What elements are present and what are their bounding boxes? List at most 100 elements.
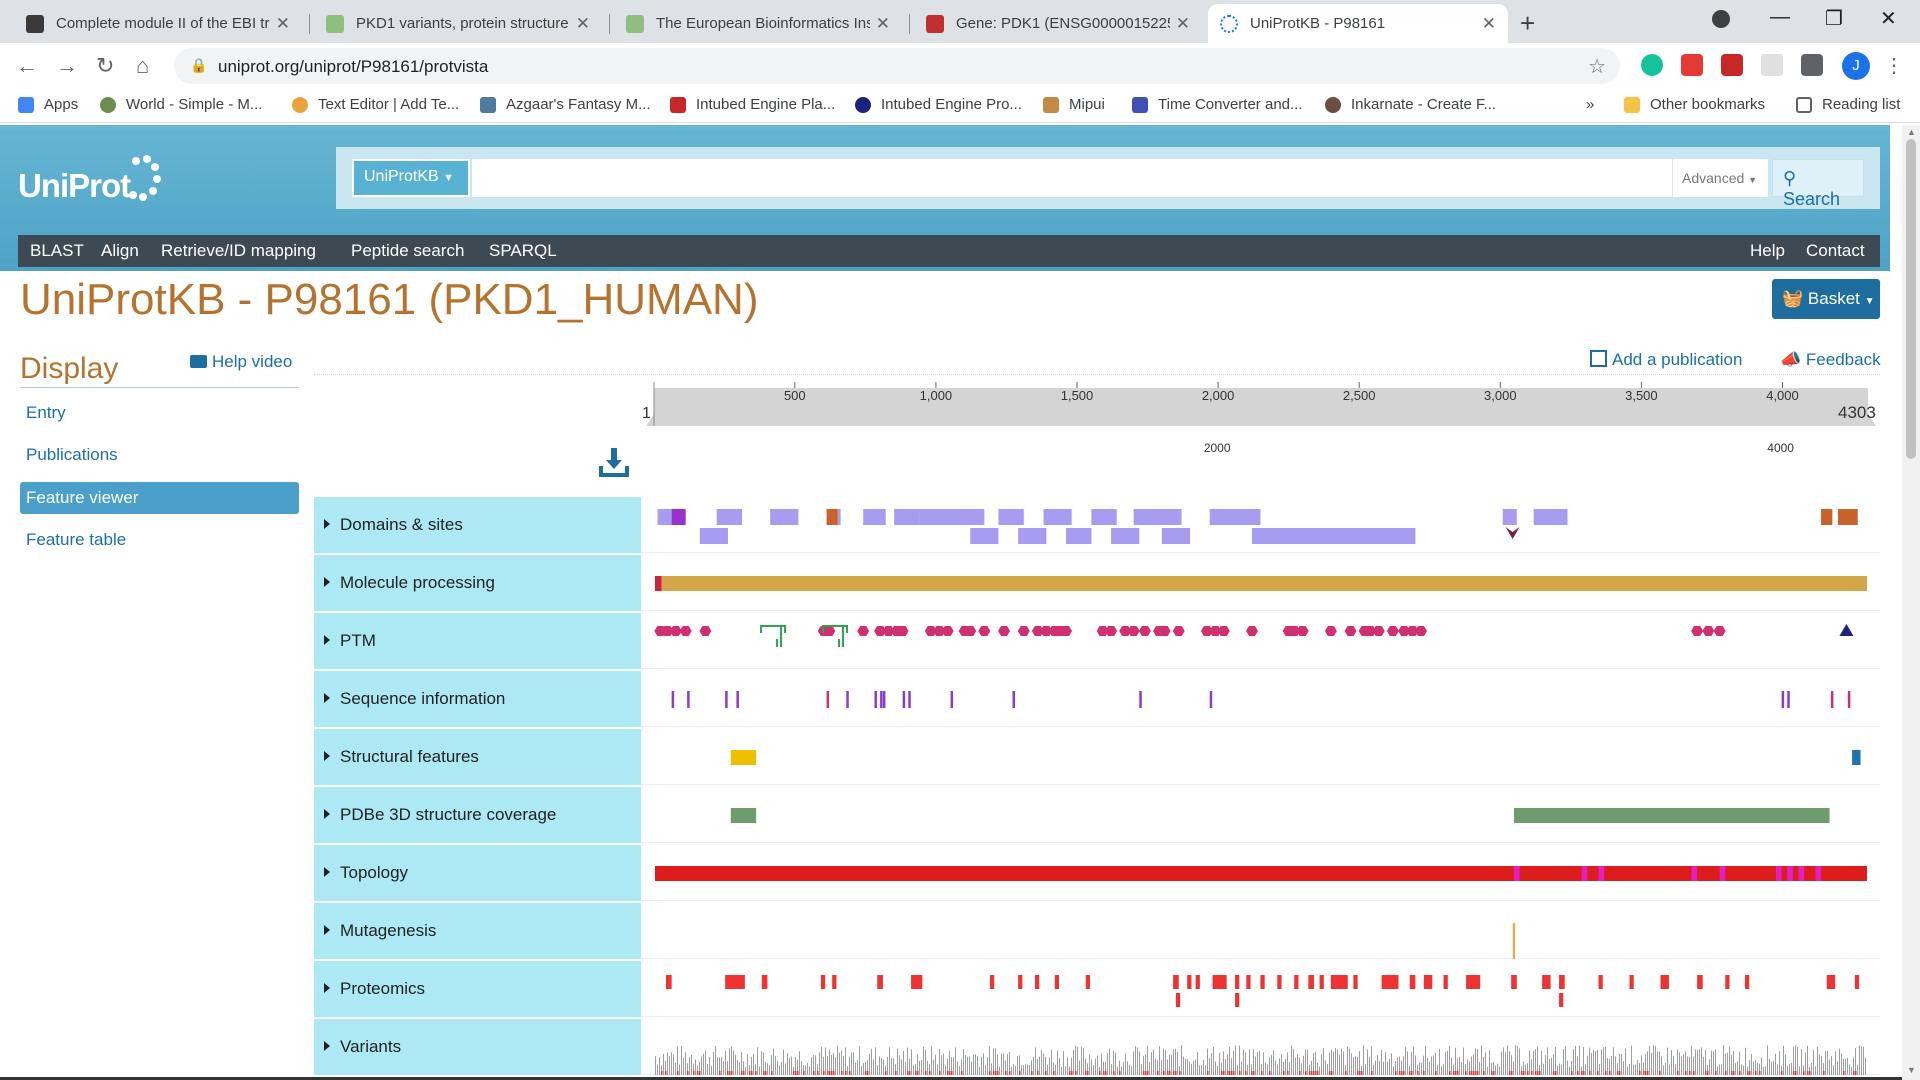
adblock-icon[interactable]: [1681, 54, 1703, 76]
feature-seqinfo[interactable]: [882, 691, 886, 708]
feature-molecule[interactable]: [655, 576, 662, 591]
window-close-icon[interactable]: ✕: [1880, 8, 1897, 30]
feature-proteomics[interactable]: [911, 975, 923, 989]
ptm-site[interactable]: [669, 626, 682, 636]
feature-seqinfo[interactable]: [826, 691, 830, 708]
feature-seqinfo[interactable]: [950, 691, 954, 708]
track-label-domains[interactable]: Domains & sites: [314, 497, 641, 553]
help-video-link[interactable]: Help video: [190, 352, 292, 372]
nav-help[interactable]: Help: [1750, 241, 1785, 260]
ptm-site[interactable]: [933, 626, 946, 636]
track-canvas-structural[interactable]: [643, 729, 1880, 785]
browser-tab-active[interactable]: UniProtKB - P98161 ✕: [1208, 4, 1508, 43]
ptm-site[interactable]: [1344, 626, 1357, 636]
bookmark-item[interactable]: Mipui: [1043, 96, 1105, 113]
transmembrane-region[interactable]: [1798, 866, 1805, 881]
feature-domains[interactable]: [1251, 528, 1416, 544]
ptm-site[interactable]: [1398, 626, 1411, 636]
track-canvas-variants[interactable]: [643, 1019, 1880, 1075]
feature-seqinfo[interactable]: [671, 691, 675, 708]
track-label-structural[interactable]: Structural features: [314, 729, 641, 785]
track-canvas-mutagenesis[interactable]: [643, 903, 1880, 959]
feature-seqinfo[interactable]: [1847, 691, 1851, 708]
feature-seqinfo[interactable]: [908, 691, 911, 708]
feature-proteomics[interactable]: [877, 975, 883, 989]
feature-proteomics[interactable]: [1697, 975, 1703, 989]
ptm-site[interactable]: [1017, 626, 1030, 636]
feature-proteomics[interactable]: [1187, 975, 1192, 989]
sidebar-item-entry[interactable]: Entry: [26, 403, 66, 422]
feature-domains[interactable]: [863, 509, 886, 525]
feature-mutagenesis[interactable]: [1512, 923, 1515, 959]
nav-peptide-search[interactable]: Peptide search: [351, 241, 465, 260]
browser-tab[interactable]: Complete module II of the EBI tra ✕: [14, 4, 302, 43]
maximize-icon[interactable]: ❐: [1825, 8, 1843, 30]
bookmark-item[interactable]: World - Simple - M...: [100, 96, 262, 113]
add-publication-link[interactable]: Add a publication: [1590, 350, 1742, 370]
feature-seqinfo[interactable]: [874, 691, 877, 708]
search-button[interactable]: ⚲ Search: [1772, 159, 1864, 209]
advanced-search-dropdown[interactable]: Advanced ▼: [1672, 159, 1768, 197]
feature-seqinfo[interactable]: [687, 691, 690, 708]
track-label-variants[interactable]: Variants: [314, 1019, 641, 1075]
track-canvas-topology[interactable]: [643, 845, 1880, 901]
feature-seqinfo[interactable]: [1209, 691, 1213, 708]
feature-molecule[interactable]: [661, 576, 1868, 591]
ptm-site[interactable]: [1364, 626, 1377, 636]
feature-proteomics[interactable]: [1466, 975, 1481, 989]
feature-proteomics[interactable]: [1598, 975, 1603, 989]
ptm-site[interactable]: [1691, 626, 1704, 636]
feature-proteomics[interactable]: [1173, 975, 1179, 989]
feature-domains[interactable]: [1821, 509, 1833, 525]
feature-domains[interactable]: [1502, 509, 1517, 525]
feature-domains[interactable]: [671, 509, 686, 525]
transmembrane-region[interactable]: [1815, 866, 1822, 881]
ptm-site[interactable]: [874, 626, 887, 636]
feature-domains[interactable]: [1161, 528, 1191, 544]
feature-proteomics[interactable]: [820, 975, 826, 989]
disulfide-bond[interactable]: [822, 625, 849, 647]
feature-proteomics[interactable]: [1319, 975, 1324, 989]
scroll-down-icon[interactable]: ▼: [1907, 1065, 1916, 1075]
feedback-link[interactable]: 📣 Feedback: [1780, 350, 1881, 370]
feature-proteomics[interactable]: [1294, 975, 1299, 989]
close-icon[interactable]: ✕: [275, 13, 290, 33]
minimize-icon[interactable]: —: [1770, 6, 1790, 28]
bookmark-star-icon[interactable]: ☆: [1588, 56, 1606, 78]
ptm-site[interactable]: [1702, 626, 1715, 636]
track-canvas-domains[interactable]: [643, 497, 1880, 553]
track-canvas-seqinfo[interactable]: [643, 671, 1880, 727]
bookmark-item[interactable]: Intubed Engine Pla...: [670, 96, 835, 113]
nav-contact[interactable]: Contact: [1806, 241, 1865, 260]
feature-proteomics[interactable]: [1559, 993, 1564, 1007]
close-icon[interactable]: ✕: [1481, 13, 1496, 33]
feature-seqinfo[interactable]: [902, 691, 906, 708]
feature-domains[interactable]: [1209, 509, 1261, 525]
nav-retrieve-id-mapping[interactable]: Retrieve/ID mapping: [161, 241, 316, 260]
track-canvas-pdbe[interactable]: [643, 787, 1880, 843]
cross-link-marker[interactable]: [1839, 624, 1854, 636]
ptm-site[interactable]: [1406, 626, 1419, 636]
feature-domains[interactable]: [970, 528, 999, 544]
feature-domains[interactable]: [1133, 509, 1182, 525]
feature-proteomics[interactable]: [1175, 993, 1181, 1007]
ptm-site[interactable]: [924, 626, 937, 636]
feature-domains[interactable]: [894, 509, 920, 525]
bookmarks-overflow[interactable]: »: [1586, 96, 1595, 113]
disulfide-bond[interactable]: [760, 625, 787, 647]
download-icon[interactable]: [598, 446, 630, 478]
ptm-site[interactable]: [857, 626, 870, 636]
grammarly-icon[interactable]: [1641, 54, 1663, 76]
feature-proteomics[interactable]: [1212, 975, 1227, 989]
document-icon[interactable]: [1761, 54, 1783, 76]
feature-structural[interactable]: [1852, 750, 1861, 765]
sidebar-item-feature-table[interactable]: Feature table: [26, 530, 127, 549]
feature-proteomics[interactable]: [1277, 975, 1282, 989]
feature-seqinfo[interactable]: [1139, 691, 1142, 708]
feature-seqinfo[interactable]: [1012, 691, 1016, 708]
feature-topology[interactable]: [655, 866, 1867, 881]
bookmark-item[interactable]: Time Converter and...: [1132, 96, 1303, 113]
feature-proteomics[interactable]: [1826, 975, 1836, 989]
nav-sparql[interactable]: SPARQL: [489, 241, 557, 260]
bookmark-item[interactable]: Text Editor | Add Te...: [292, 96, 459, 113]
